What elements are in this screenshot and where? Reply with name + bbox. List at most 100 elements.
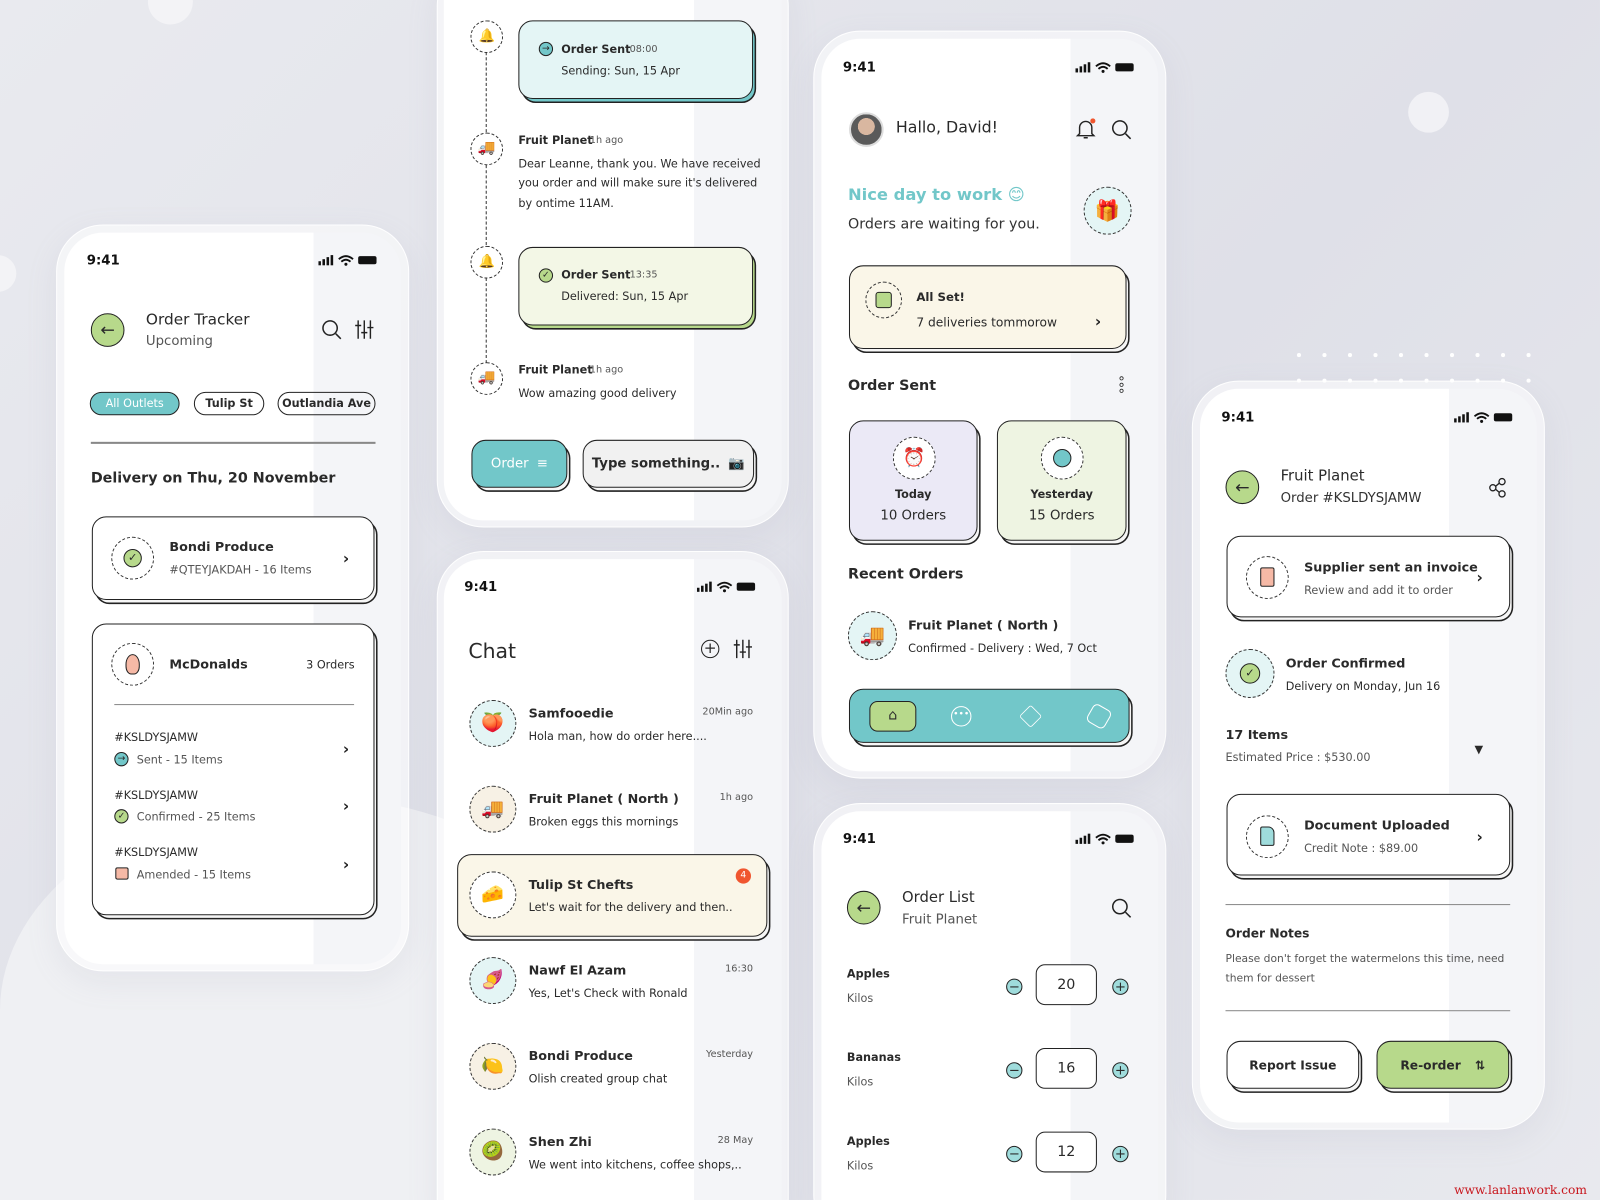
chat-avatar-icon: 🥝 <box>469 1128 517 1176</box>
quantity-input[interactable]: 20 <box>1035 964 1097 1006</box>
message-input[interactable]: Type something.. 📷 <box>582 439 755 488</box>
order-list-screen: 9:41 ← Order List Fruit Planet Apples Kil… <box>821 811 1159 1200</box>
quantity-input[interactable]: 12 <box>1035 1131 1097 1173</box>
section-heading: Order Sent <box>847 377 937 394</box>
chat-avatar-icon: 🚚 <box>469 785 517 833</box>
tab-home[interactable]: ⌂ <box>869 701 917 732</box>
sent-icon: → <box>538 41 554 57</box>
status-time: 9:41 <box>842 831 876 847</box>
order-detail-screen: 9:41 ← Fruit Planet Order #KSLDYSJAMW Su… <box>1199 388 1537 1123</box>
back-button[interactable]: ← <box>90 313 125 347</box>
quantity-input[interactable]: 16 <box>1035 1047 1097 1089</box>
page-subtitle: Upcoming <box>145 333 213 349</box>
message-line: by ontime 11AM. <box>518 196 614 211</box>
divider <box>90 441 376 444</box>
report-issue-button[interactable]: Report Issue <box>1226 1040 1360 1089</box>
outlet-name: Bondi Produce <box>169 538 274 555</box>
order-status: Sent - 15 Items <box>136 753 223 767</box>
search-icon[interactable] <box>321 319 342 340</box>
decrease-button[interactable]: − <box>1006 1062 1023 1079</box>
chat-name: Samfooedie <box>528 705 614 721</box>
back-button[interactable]: ← <box>846 890 881 925</box>
status-icons <box>1454 412 1513 423</box>
decrease-button[interactable]: − <box>1006 978 1023 995</box>
chat-name: Nawf El Azam <box>528 962 627 978</box>
event-card-delivered[interactable] <box>518 246 754 326</box>
chat-name: Shen Zhi <box>528 1133 592 1149</box>
camera-icon[interactable]: 📷 <box>728 456 745 472</box>
search-icon[interactable] <box>1111 898 1132 918</box>
event-time: 13:35 <box>629 269 658 281</box>
caret-down-icon[interactable]: ▼ <box>1474 742 1484 757</box>
share-icon[interactable] <box>1489 477 1507 498</box>
truck-icon: 🚚 <box>847 611 897 661</box>
item-count: 17 Items <box>1225 726 1289 742</box>
order-button-label: Order <box>490 456 529 472</box>
chip-all-outlets[interactable]: All Outlets <box>89 391 180 416</box>
chat-time: 20Min ago <box>702 706 754 718</box>
event-title: Order Sent <box>561 42 631 57</box>
page-title: Chat <box>468 638 517 664</box>
invoice-sub: Review and add it to order <box>1304 583 1453 597</box>
estimated-price: Estimated Price : $530.00 <box>1225 751 1371 765</box>
order-card-mcdonalds <box>91 623 375 916</box>
filter-icon[interactable] <box>355 319 374 339</box>
item-unit: Kilos <box>846 1075 874 1089</box>
home-icon: ⌂ <box>888 707 898 724</box>
message-line: you order and will make sure it's delive… <box>518 176 758 190</box>
document-title: Document Uploaded <box>1304 817 1450 833</box>
order-id: #KSLDYSJAMW <box>114 845 199 860</box>
chat-avatar-icon: 🍑 <box>469 699 517 747</box>
chip-outlandia-ave[interactable]: Outlandia Ave <box>277 391 376 416</box>
status-icons <box>1075 62 1134 73</box>
truck-icon: 🚚 <box>470 362 504 395</box>
increase-button[interactable]: + <box>1112 978 1129 995</box>
increase-button[interactable]: + <box>1112 1145 1129 1163</box>
bell-icon: 🔔 <box>470 20 504 54</box>
list-icon: ≡ <box>536 456 548 472</box>
gift-icon: 🎁 <box>1083 186 1132 235</box>
message-line: Dear Leanne, thank you. We have received <box>518 157 761 171</box>
home-screen: 9:41 Hallo, David! Nice day to work 😊 Or… <box>821 38 1159 772</box>
chat-preview: Hola man, how do order here.... <box>528 729 707 743</box>
bell-icon[interactable] <box>1075 118 1096 140</box>
arrow-left-icon: ← <box>100 319 115 341</box>
confirmed-sub: Delivery on Monday, Jun 16 <box>1285 679 1441 693</box>
tab-chat[interactable]: ••• <box>951 706 972 727</box>
status-time: 9:41 <box>464 579 498 595</box>
chat-screen: 9:41 Chat + 🍑 Samfooedie Hola man, how do … <box>443 559 782 1200</box>
event-card-sent[interactable] <box>518 20 754 99</box>
more-options-icon[interactable]: ∘ ∘ ∘ <box>1117 371 1126 399</box>
search-icon[interactable] <box>1111 119 1132 140</box>
swap-icon: ⇅ <box>1475 1057 1486 1072</box>
chevron-right-icon: › <box>342 739 350 759</box>
outlet-order-info: #QTEYJAKDAH - 16 Items <box>169 563 312 577</box>
increase-button[interactable]: + <box>1112 1062 1129 1079</box>
order-button[interactable]: Order ≡ <box>471 439 568 488</box>
chip-tulip-st[interactable]: Tulip St <box>193 391 265 416</box>
order-card-bondi[interactable] <box>91 516 375 600</box>
recent-order-name[interactable]: Fruit Planet ( North ) <box>908 617 1059 633</box>
section-heading: Recent Orders <box>847 566 964 583</box>
back-button[interactable]: ← <box>1225 470 1260 505</box>
avatar[interactable] <box>848 112 884 147</box>
add-chat-button[interactable]: + <box>701 639 720 659</box>
chat-avatar-icon: 🍋 <box>469 1042 517 1090</box>
reorder-label: Re-order <box>1400 1057 1461 1072</box>
event-title: Order Sent <box>561 268 631 282</box>
order-tracker-screen: 9:41 ← Order Tracker Upcoming All Outlet… <box>64 232 402 965</box>
bag-icon <box>115 867 129 880</box>
filter-icon[interactable] <box>733 639 753 659</box>
status-icons <box>1075 833 1134 845</box>
chevron-right-icon: › <box>1476 827 1483 846</box>
order-timeline-screen: 🔔 → Order Sent 08:00 Sending: Sun, 15 Ap… <box>443 0 782 521</box>
order-status: Confirmed - 25 Items <box>136 810 256 824</box>
invoice-title: Supplier sent an invoice <box>1304 559 1478 575</box>
divider <box>114 704 355 706</box>
reorder-button[interactable]: Re-order ⇅ <box>1376 1040 1510 1089</box>
order-id: #KSLDYSJAMW <box>114 788 199 803</box>
decor-dots <box>1296 353 1531 383</box>
decrease-button[interactable]: − <box>1006 1145 1023 1163</box>
message-time: 1h ago <box>589 134 624 146</box>
